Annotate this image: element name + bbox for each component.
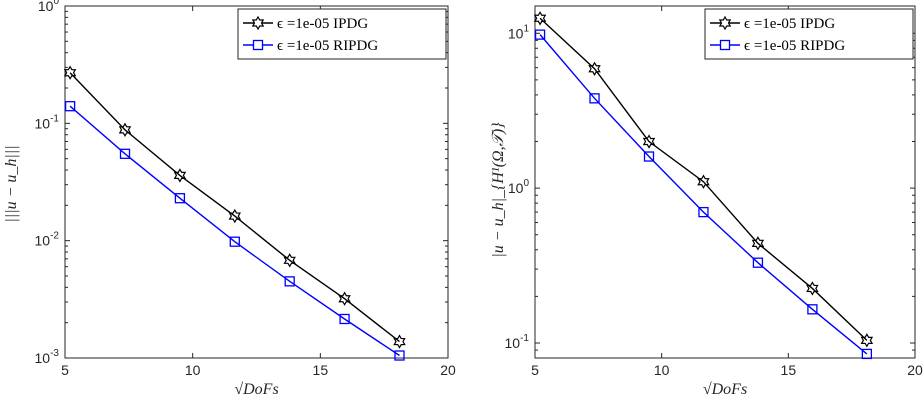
x-tick-label: 15 xyxy=(313,362,329,378)
x-tick-label: 20 xyxy=(440,362,456,378)
data-point xyxy=(860,333,874,348)
legend-label: ϵ =1e-05 RIPDG xyxy=(277,38,378,54)
series-1 xyxy=(533,11,874,348)
legend-label: ϵ =1e-05 RIPDG xyxy=(744,38,845,54)
data-point xyxy=(588,61,601,76)
series-1 xyxy=(63,65,406,349)
data-point xyxy=(63,65,77,80)
y-tick-label: 10-1 xyxy=(505,333,530,351)
y-tick-label: 101 xyxy=(508,23,530,41)
legend-marker xyxy=(252,39,264,51)
data-point xyxy=(339,313,350,325)
series-line xyxy=(539,17,868,341)
plot-frame xyxy=(64,5,449,359)
data-point xyxy=(284,276,295,287)
x-tick-label: 15 xyxy=(781,362,797,378)
data-point xyxy=(589,93,600,104)
series-line xyxy=(69,72,400,343)
series-2 xyxy=(64,101,405,361)
data-point xyxy=(697,174,710,189)
x-axis-label: √DoFs xyxy=(703,381,747,398)
data-point xyxy=(807,304,818,315)
data-point xyxy=(118,122,132,138)
series-line xyxy=(539,34,868,355)
data-point xyxy=(534,29,546,40)
y-tick-label: 10-1 xyxy=(35,113,60,131)
x-tick-label: 20 xyxy=(907,362,923,378)
data-point xyxy=(394,350,405,361)
legend-marker xyxy=(251,15,265,31)
data-point xyxy=(643,151,655,162)
y-tick-label: 10-3 xyxy=(35,348,60,366)
x-tick-label: 10 xyxy=(185,362,201,378)
legend-box xyxy=(704,8,914,60)
data-point xyxy=(751,236,765,251)
y-tick-label: 10-2 xyxy=(35,231,60,249)
data-point xyxy=(228,208,242,224)
data-point xyxy=(338,291,351,306)
data-point xyxy=(64,101,76,112)
data-point xyxy=(393,334,406,349)
series-line xyxy=(69,105,400,357)
y-tick-label: 100 xyxy=(38,0,60,14)
legend-marker xyxy=(719,39,731,51)
data-point xyxy=(698,206,709,218)
series-2 xyxy=(534,29,873,360)
chart-panel-2: 5 10 15 20 10-1 100 101 √DoFs |u − u_h|_{H¹(Ω,𝒯)… xyxy=(490,5,923,398)
legend-label: ϵ =1e-05 IPDG xyxy=(744,16,835,32)
x-tick-label: 5 xyxy=(61,362,69,378)
data-point xyxy=(861,348,873,360)
x-tick-label: 5 xyxy=(531,362,539,378)
data-point xyxy=(806,281,819,296)
legend-label: ϵ =1e-05 IPDG xyxy=(277,16,368,32)
data-point xyxy=(229,236,240,247)
data-point xyxy=(173,168,187,183)
data-point xyxy=(174,193,186,204)
data-point xyxy=(642,134,656,149)
plot-frame xyxy=(534,5,916,359)
legend-marker xyxy=(718,15,732,31)
x-tick-label: 10 xyxy=(654,362,670,378)
y-axis-label: |||u − u_h||| xyxy=(3,145,20,222)
data-point xyxy=(283,253,296,268)
data-point xyxy=(119,148,131,159)
x-axis-label: √DoFs xyxy=(234,381,278,398)
legend: ϵ =1e-05 IPDG ϵ =1e-05 RIPDG xyxy=(237,8,447,60)
y-axis-label: |u − u_h|_{H¹(Ω,𝒯)} xyxy=(490,122,507,258)
y-tick-label: 100 xyxy=(508,178,530,196)
legend: ϵ =1e-05 IPDG ϵ =1e-05 RIPDG xyxy=(704,8,914,60)
legend-box xyxy=(237,8,447,60)
data-point xyxy=(752,257,764,268)
chart-panel-1: 5 10 15 20 10-3 10-2 10-1 100 √DoFs |||u − u_h|||… xyxy=(3,0,456,398)
data-point xyxy=(533,11,547,26)
